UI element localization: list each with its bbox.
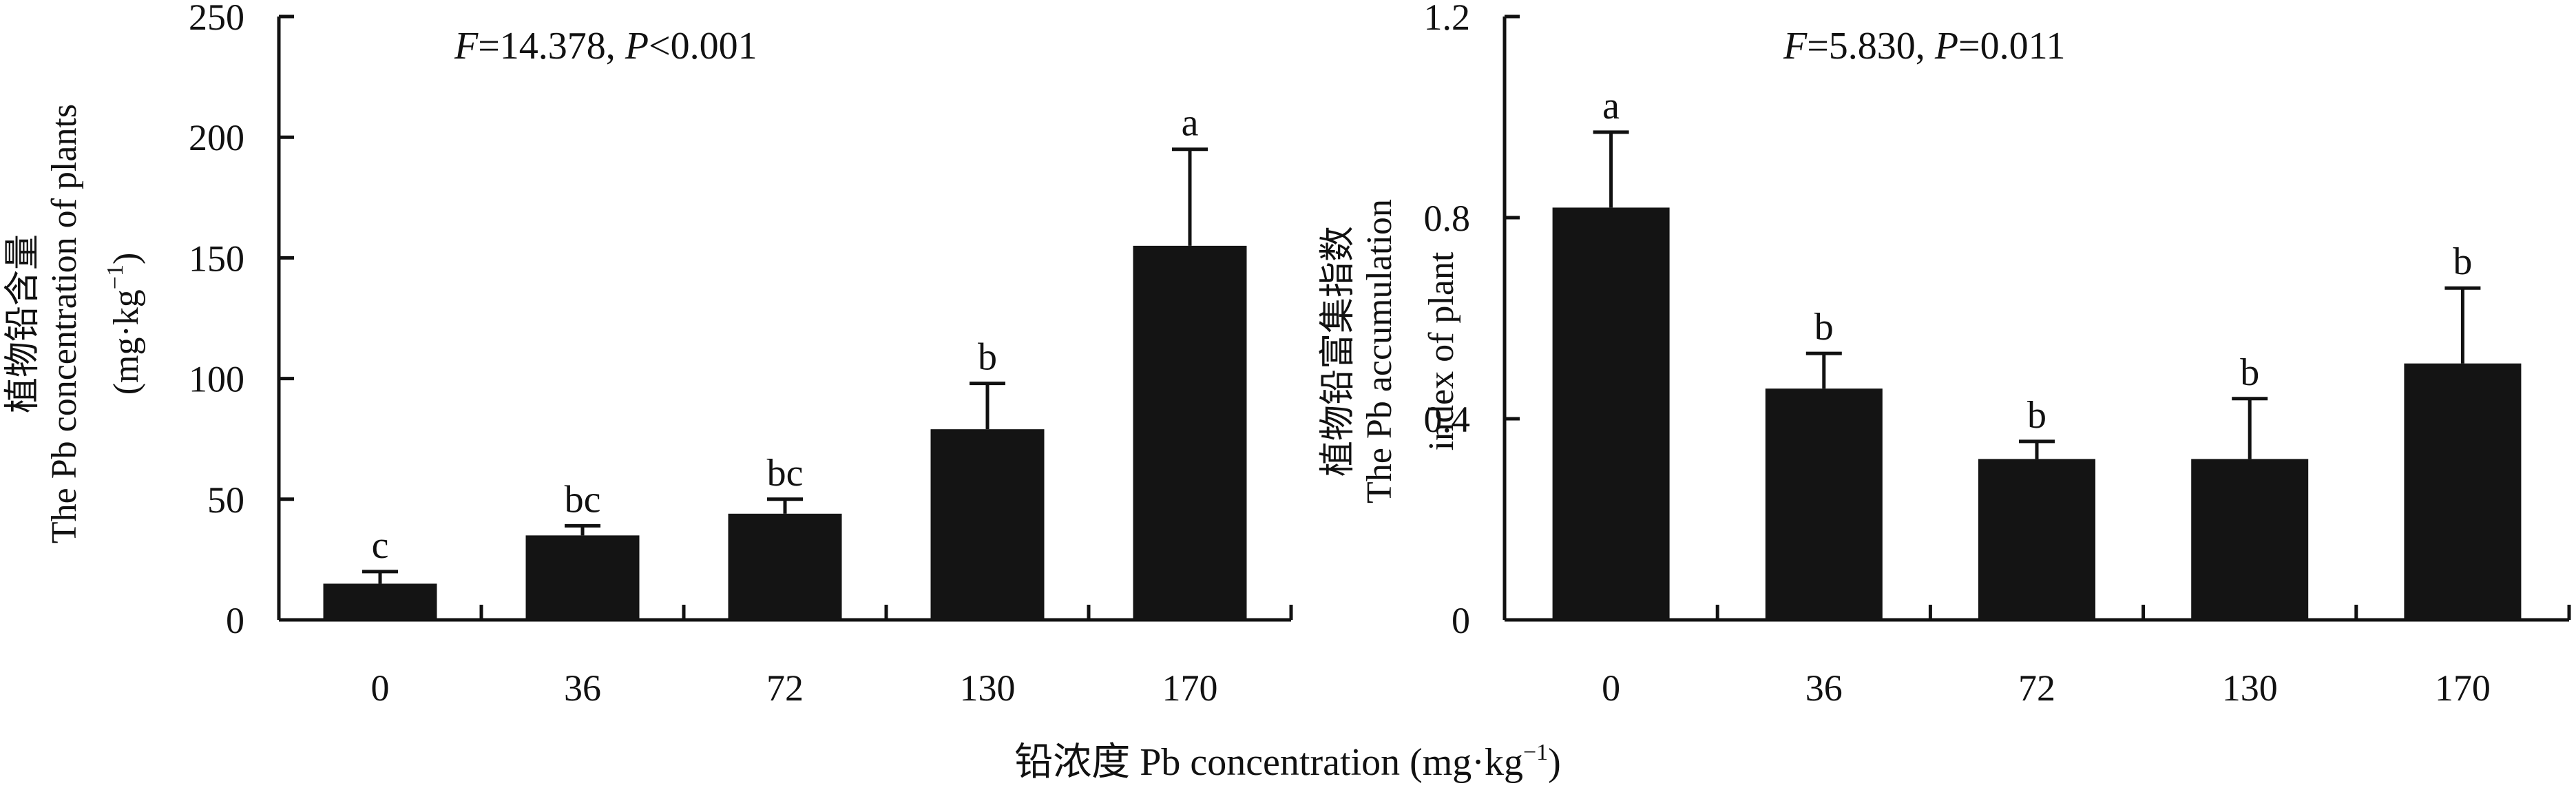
y-tick-label: 0.8 <box>1424 198 1471 239</box>
bar <box>1133 245 1247 620</box>
x-tick-label: 36 <box>564 667 601 709</box>
stat-p-label: P <box>625 25 649 67</box>
significance-letters-left: c bc bc b a <box>372 102 1199 567</box>
ylabel-line-1: 植物铅含量 <box>3 234 43 413</box>
y-tick-label: 1.2 <box>1424 0 1471 38</box>
bar <box>1552 207 1670 620</box>
stat-f-label: F <box>1783 25 1808 67</box>
significance-letter: a <box>1602 85 1620 127</box>
ylabel-unit-close: ) <box>107 253 146 264</box>
significance-letter: c <box>372 524 389 567</box>
significance-letter: b <box>2027 394 2046 437</box>
y-tick-label: 0.4 <box>1424 399 1471 440</box>
bar <box>1978 459 2095 620</box>
significance-letter: b <box>978 336 997 379</box>
x-axis-title: 铅浓度 Pb concentration (mg·kg−1) <box>1014 740 1561 784</box>
y-axis-title-right: 植物铅富集指数 The Pb accumulation index of pla… <box>1319 199 1461 503</box>
ylabel-unit-open: (mg·kg <box>107 289 146 395</box>
axes-left: 0 50 100 150 200 250 0 36 72 130 170 <box>189 0 1293 709</box>
bar <box>1765 388 1883 620</box>
significance-letter: b <box>1814 306 1834 349</box>
y-tick-label: 200 <box>189 117 244 158</box>
significance-letter: b <box>2453 240 2472 283</box>
x-tick-label: 130 <box>2222 667 2278 709</box>
stat-f-value: =14.378, <box>478 25 625 67</box>
x-tick-label: 170 <box>1162 667 1218 709</box>
xlabel-main: 铅浓度 Pb concentration (mg·kg <box>1014 741 1523 784</box>
y-tick-label: 0 <box>226 600 244 641</box>
bar <box>2191 459 2309 620</box>
stat-f-label: F <box>454 25 479 67</box>
stat-p-value: =0.011 <box>1958 25 2066 67</box>
bars-left <box>323 147 1247 620</box>
x-tick-label: 170 <box>2435 667 2491 709</box>
y-tick-label: 100 <box>189 359 244 400</box>
bars-right <box>1552 130 2522 620</box>
significance-letter: a <box>1182 102 1199 145</box>
bar <box>930 429 1045 620</box>
bar <box>525 535 640 620</box>
ylabel-line-3: index of plant <box>1422 251 1461 450</box>
stat-annotation-left: F=14.378, P<0.001 <box>454 25 757 67</box>
y-tick-label: 50 <box>207 479 244 521</box>
x-tick-label: 130 <box>960 667 1016 709</box>
significance-letter: bc <box>565 478 601 521</box>
significance-letter: bc <box>767 452 804 495</box>
y-axis-title-left: 植物铅含量 The Pb concentration of plants (mg… <box>3 104 146 543</box>
bar <box>728 513 842 620</box>
y-tick-label: 150 <box>189 238 244 279</box>
stat-annotation-right: F=5.830, P=0.011 <box>1783 25 2066 67</box>
x-tick-label: 0 <box>371 667 390 709</box>
chart-pb-concentration: 0 50 100 150 200 250 0 36 72 130 170 c bc bc b a F=14.… <box>3 0 1293 709</box>
x-tick-label: 0 <box>1602 667 1620 709</box>
xlabel-close: ) <box>1548 741 1561 784</box>
bar <box>323 583 437 620</box>
bar <box>2404 363 2522 620</box>
significance-letters-right: a b b b b <box>1602 85 2472 437</box>
significance-letter: b <box>2240 351 2259 394</box>
chart-pb-accumulation-index: 0 0.4 0.8 1.2 0 36 72 130 170 a b b b b F=5.830, P=0… <box>1319 0 2571 709</box>
y-tick-label: 0 <box>1452 600 1470 641</box>
ylabel-unit-sup: −1 <box>103 264 128 289</box>
ylabel-line-3: (mg·kg−1) <box>103 253 146 395</box>
y-tick-label: 250 <box>189 0 244 38</box>
ylabel-line-1: 植物铅富集指数 <box>1319 226 1358 477</box>
x-tick-label: 36 <box>1805 667 1843 709</box>
stat-p-label: P <box>1934 25 1958 67</box>
x-tick-label: 72 <box>2018 667 2055 709</box>
ylabel-line-2: The Pb concentration of plants <box>45 104 84 543</box>
xlabel-sup: −1 <box>1523 740 1548 765</box>
stat-f-value: =5.830, <box>1807 25 1935 67</box>
stat-p-value: <0.001 <box>649 25 757 67</box>
ylabel-line-2: The Pb accumulation <box>1360 199 1399 503</box>
x-tick-label: 72 <box>766 667 804 709</box>
